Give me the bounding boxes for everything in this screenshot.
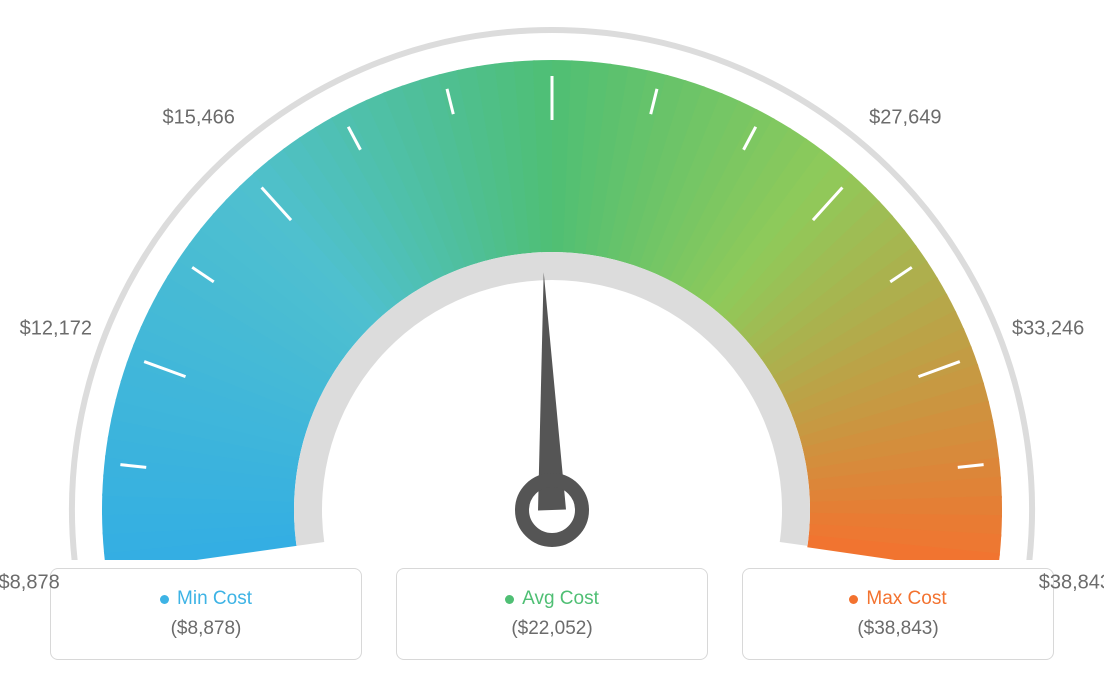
- legend-title-avg: Avg Cost: [505, 588, 599, 610]
- legend-label-avg: Avg Cost: [522, 588, 599, 610]
- gauge-tick-label: $27,649: [869, 106, 941, 129]
- legend-card-avg: Avg Cost ($22,052): [396, 568, 708, 660]
- legend-card-max: Max Cost ($38,843): [742, 568, 1054, 660]
- gauge-tick-label: $15,466: [163, 106, 235, 129]
- gauge-tick-label: $12,172: [20, 318, 92, 341]
- legend-dot-avg: [505, 595, 514, 604]
- legend-dot-max: [849, 595, 858, 604]
- legend-dot-min: [160, 595, 169, 604]
- legend-value-avg: ($22,052): [511, 618, 592, 640]
- legend-card-min: Min Cost ($8,878): [50, 568, 362, 660]
- gauge-chart: $8,878$12,172$15,466$22,052$27,649$33,24…: [0, 0, 1104, 560]
- gauge-svg: [0, 0, 1104, 560]
- gauge-tick-label: $33,246: [1012, 318, 1084, 341]
- legend-value-max: ($38,843): [857, 618, 938, 640]
- legend-label-min: Min Cost: [177, 588, 252, 610]
- legend-value-min: ($8,878): [171, 618, 242, 640]
- legend-row: Min Cost ($8,878) Avg Cost ($22,052) Max…: [0, 568, 1104, 660]
- legend-title-min: Min Cost: [160, 588, 252, 610]
- gauge-tick-label: $8,878: [0, 572, 60, 595]
- legend-label-max: Max Cost: [866, 588, 946, 610]
- legend-title-max: Max Cost: [849, 588, 946, 610]
- gauge-tick-label: $38,843: [1039, 572, 1104, 595]
